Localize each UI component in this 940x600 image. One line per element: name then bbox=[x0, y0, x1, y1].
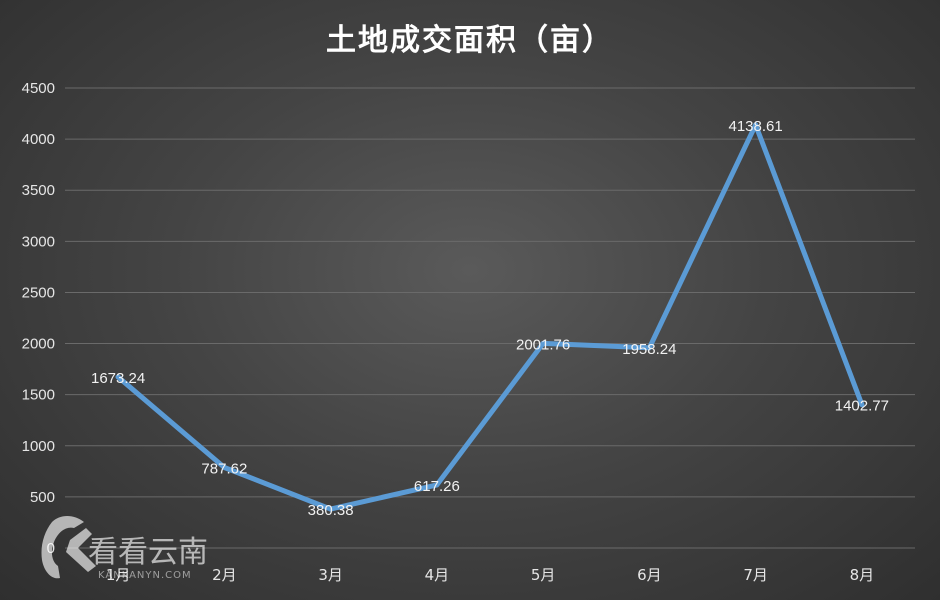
watermark-logo: 看看云南 KANKANYN.COM bbox=[41, 516, 208, 581]
x-tick-label: 2月 bbox=[212, 566, 237, 584]
y-tick-label: 500 bbox=[30, 489, 55, 506]
data-label: 787.62 bbox=[201, 460, 247, 477]
data-point bbox=[328, 506, 334, 512]
data-point bbox=[753, 122, 759, 128]
series-line bbox=[115, 122, 865, 512]
data-labels: 1673.24 787.62 380.38 617.26 2001.76 1958.24 4… bbox=[91, 118, 889, 519]
x-tick-label: 8月 bbox=[850, 566, 875, 584]
chart-title: 土地成交面积（亩） bbox=[326, 23, 614, 58]
y-tick-label: 4000 bbox=[22, 131, 55, 148]
data-label: 4138.61 bbox=[729, 118, 783, 135]
watermark-icon bbox=[41, 516, 96, 579]
x-tick-label: 7月 bbox=[743, 566, 768, 584]
x-tick-label: 1月 bbox=[106, 566, 131, 584]
data-point bbox=[540, 340, 546, 346]
data-label: 380.38 bbox=[308, 502, 354, 519]
data-label: 2001.76 bbox=[516, 336, 570, 353]
watermark-text: 看看云南 bbox=[88, 535, 208, 570]
x-tick-label: 3月 bbox=[318, 566, 343, 584]
x-tick-label: 5月 bbox=[531, 566, 556, 584]
data-point bbox=[115, 374, 121, 380]
y-tick-label: 1000 bbox=[22, 438, 55, 455]
x-tick-label: 4月 bbox=[425, 566, 450, 584]
data-label: 617.26 bbox=[414, 478, 460, 495]
y-tick-label: 2500 bbox=[22, 284, 55, 301]
data-label: 1402.77 bbox=[835, 398, 889, 415]
x-axis-ticks: 1月 2月 3月 4月 5月 6月 7月 8月 bbox=[106, 566, 874, 584]
data-point bbox=[646, 345, 652, 351]
y-tick-label: 3500 bbox=[22, 182, 55, 199]
y-tick-label: 2000 bbox=[22, 336, 55, 353]
y-axis-ticks: 050010001500200025003000350040004500 bbox=[22, 80, 55, 557]
data-label: 1673.24 bbox=[91, 370, 145, 387]
y-tick-label: 1500 bbox=[22, 387, 55, 404]
watermark-url: KANKANYN.COM bbox=[98, 570, 192, 581]
data-label: 1958.24 bbox=[622, 341, 676, 358]
data-point bbox=[434, 482, 440, 488]
series-line-group bbox=[115, 122, 865, 512]
y-tick-label: 3000 bbox=[22, 233, 55, 250]
grid-lines bbox=[65, 87, 915, 549]
x-tick-label: 6月 bbox=[637, 566, 662, 584]
y-tick-label: 4500 bbox=[22, 80, 55, 97]
data-point bbox=[221, 464, 227, 470]
data-point bbox=[859, 402, 865, 408]
